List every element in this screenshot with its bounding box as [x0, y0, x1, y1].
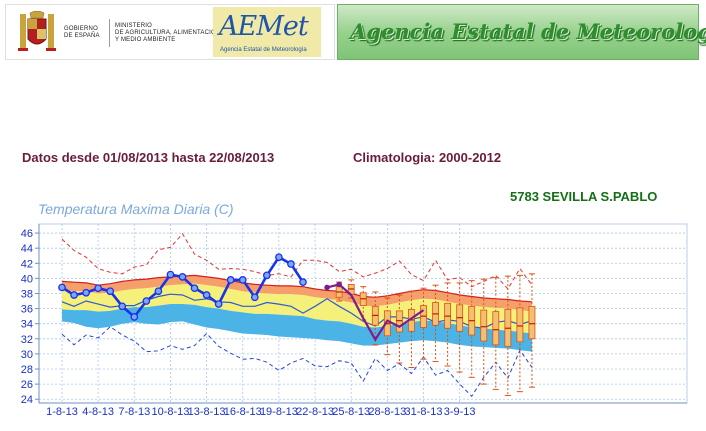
- gov-line-2: DE ESPAÑA: [64, 33, 100, 39]
- observed-point: [70, 291, 78, 299]
- forecast-line: [326, 283, 425, 342]
- boxplot-box: [528, 305, 536, 340]
- gov-line-1: GOBIERNO: [64, 26, 98, 32]
- y-tick-label: 26: [21, 379, 33, 391]
- temperature-chart: 24 26 28 30 32 34 36 38 40 42 44 46 1-8-13 4-8-13 7-8-…: [21, 223, 688, 418]
- aemet-tagline: Agencia Estatal de Meteorología: [220, 47, 307, 53]
- logo-divider: [109, 19, 110, 47]
- y-tick-label: 36: [21, 304, 33, 316]
- observed-point: [178, 273, 187, 281]
- observed-point: [299, 278, 307, 287]
- ministry-line-3: Y MEDIO AMBIENTE: [115, 37, 176, 43]
- coat-of-arms-icon: [18, 11, 56, 51]
- ministry-line-2: DE AGRICULTURA, ALIMENTACIÓN: [115, 30, 221, 36]
- observed-point: [94, 284, 103, 293]
- y-tick-label: 46: [21, 228, 33, 240]
- chart-title: Temperatura Maxima Diaria (C): [38, 201, 234, 217]
- forecast-boxplots: [335, 273, 536, 396]
- x-tick-label: 16-8-13: [224, 406, 262, 418]
- observed-point: [214, 300, 223, 308]
- y-tick-label: 28: [21, 364, 33, 376]
- observed-point: [275, 253, 283, 262]
- chart-axes: 24 26 28 30 32 34 36 38 40 42 44 46 1-8-13 4-8-13 7-8-…: [21, 224, 687, 418]
- observed-point: [262, 271, 271, 280]
- observed-point: [106, 287, 115, 296]
- aemet-wordmark: AEMet: [219, 11, 309, 42]
- x-tick-label: 4-8-13: [82, 406, 114, 418]
- observed-point: [238, 276, 247, 284]
- observed-series: [58, 253, 425, 342]
- y-tick-label: 40: [21, 273, 33, 285]
- boxplot-box: [516, 307, 524, 343]
- band-upper: [62, 275, 532, 312]
- observed-point: [118, 302, 127, 311]
- y-tick-label: 42: [21, 258, 33, 270]
- y-tick-label: 32: [21, 334, 33, 346]
- x-tick-label: 31-8-13: [405, 406, 443, 418]
- observed-point: [202, 291, 211, 299]
- band-top-line: [61, 274, 533, 303]
- x-tick-label: 28-8-13: [368, 406, 406, 418]
- climate-mean-line: [61, 293, 533, 329]
- x-tick-label: 1-8-13: [46, 406, 78, 418]
- observed-point: [190, 284, 199, 293]
- x-tick-label: 25-8-13: [332, 406, 370, 418]
- observed-point: [58, 283, 66, 292]
- boxplot-box: [395, 310, 403, 333]
- observed-point: [154, 287, 163, 296]
- x-tick-label: 22-8-13: [296, 406, 334, 418]
- y-tick-label: 38: [21, 288, 33, 300]
- observed-point: [250, 293, 259, 302]
- ministry-line-1: MINISTERIO: [115, 23, 153, 29]
- forecast-point: [324, 284, 330, 291]
- y-tick-label: 24: [21, 394, 33, 406]
- header: GOBIERNO DE ESPAÑA MINISTERIO DE AGRICUL…: [0, 0, 706, 64]
- x-tick-label: 7-8-13: [118, 406, 150, 418]
- data-period: Datos desde 01/08/2013 hasta 22/08/2013: [22, 150, 275, 165]
- x-tick-label: 3-9-13: [444, 406, 476, 418]
- x-tick-label: 10-8-13: [151, 406, 189, 418]
- y-tick-label: 34: [21, 319, 33, 331]
- climatology-period: Climatologia: 2000-2012: [353, 150, 502, 165]
- y-tick-label: 30: [21, 349, 33, 361]
- y-tick-label: 44: [21, 243, 33, 255]
- climate-lines: [61, 232, 533, 397]
- observed-point: [142, 297, 151, 305]
- x-tick-label: 19-8-13: [260, 406, 298, 418]
- station-name: 5783 SEVILLA S.PABLO: [510, 189, 658, 204]
- band-lower: [62, 304, 532, 352]
- climate-min-line: [61, 326, 533, 397]
- aemet-logo[interactable]: AEMet Agencia Estatal de Meteorología: [213, 7, 321, 57]
- observed-point: [287, 260, 295, 268]
- forecast-point: [336, 281, 342, 288]
- agency-name: Agencia Estatal de Meteorología: [350, 19, 706, 44]
- agency-banner: Agencia Estatal de Meteorología: [337, 4, 706, 60]
- x-tick-label: 13-8-13: [188, 406, 226, 418]
- observed-point: [130, 313, 139, 321]
- observed-point: [82, 288, 90, 297]
- boxplot-box: [492, 311, 500, 346]
- climate-max-line: [61, 232, 533, 290]
- observed-point: [226, 276, 235, 284]
- boxplot-box: [480, 309, 488, 342]
- observed-point: [166, 270, 175, 279]
